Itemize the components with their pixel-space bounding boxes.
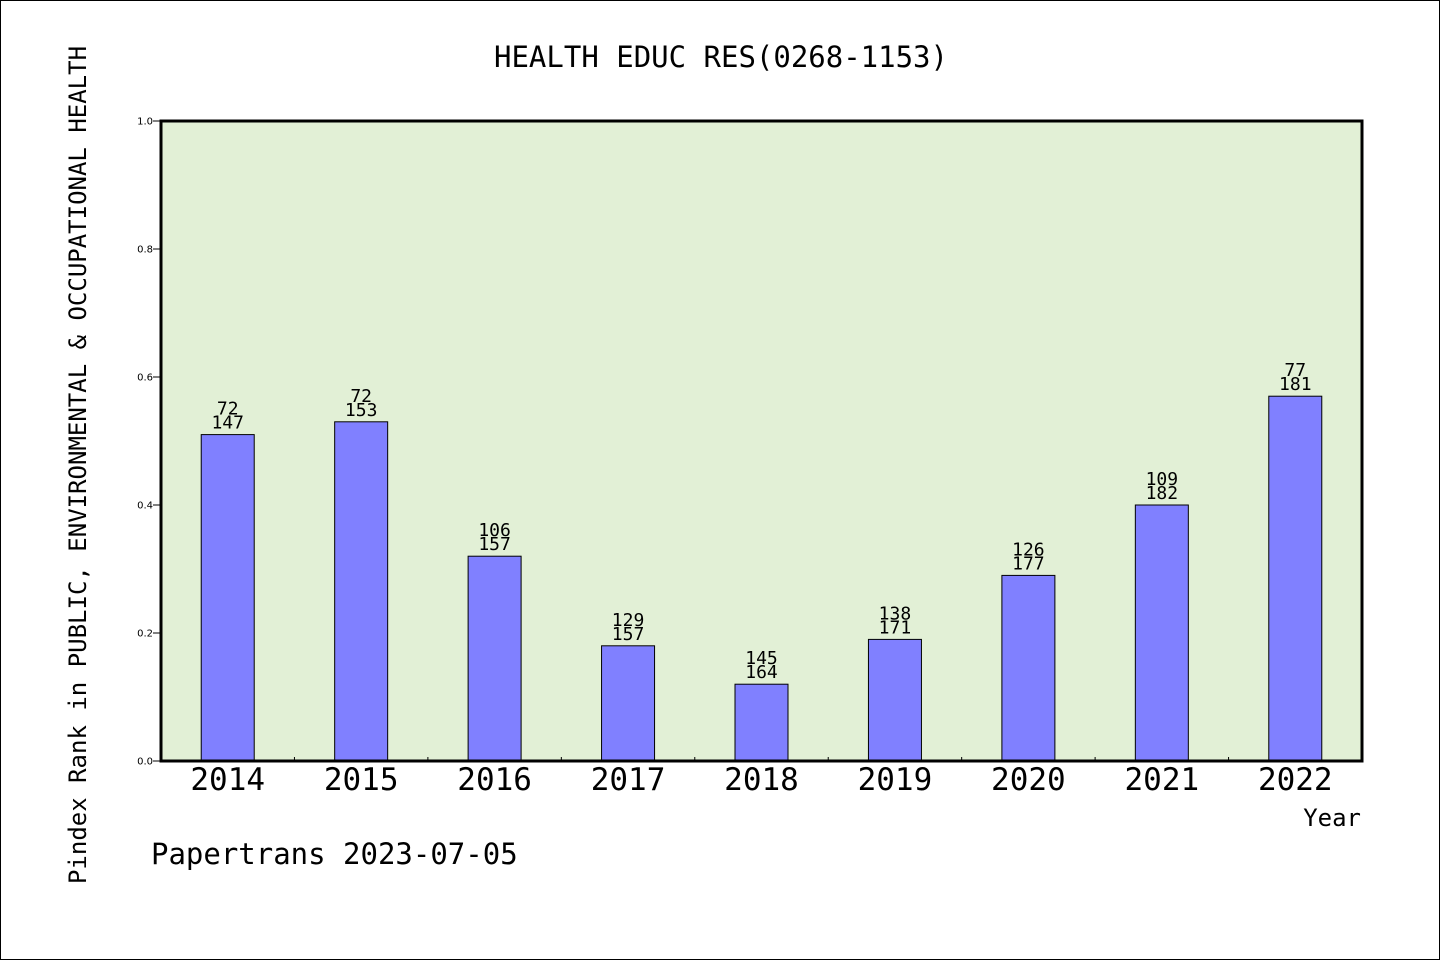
- bar-total-label: 157: [612, 624, 645, 645]
- bars: 7214772153106157129157145164138171126177…: [200, 360, 1323, 762]
- bar-total-label: 181: [1279, 374, 1312, 395]
- y-axis-label: Pindex Rank in PUBLIC, ENVIRONMENTAL & O…: [64, 46, 92, 884]
- bar-rank-label: 145: [745, 648, 778, 669]
- bar-rank-label: 129: [612, 610, 645, 631]
- bar-total-label: 182: [1146, 483, 1179, 504]
- bar-2018: [734, 683, 789, 762]
- x-tick-label: 2014: [190, 762, 265, 798]
- bar-rank-label: 72: [350, 386, 372, 407]
- x-tick-label: 2022: [1258, 762, 1333, 798]
- bar-2021: [1134, 504, 1189, 762]
- bar-2017: [601, 645, 656, 762]
- bar-rank-label: 138: [879, 603, 912, 624]
- x-tick-label: 2016: [457, 762, 532, 798]
- y-tick-label: 1.0: [137, 117, 153, 128]
- plot-border: [159, 119, 1364, 763]
- bar-2022: [1268, 395, 1323, 762]
- bar-total-label: 171: [879, 617, 912, 638]
- y-tick-label: 0.4: [137, 501, 153, 512]
- bar-rank-label: 106: [478, 520, 511, 541]
- y-axis-ticks: 0.0 0.2 0.4 0.6 0.8 1.0: [137, 117, 161, 768]
- x-tick-label: 2021: [1125, 762, 1200, 798]
- x-tick-label: 2019: [858, 762, 933, 798]
- x-tick-label: 2020: [991, 762, 1066, 798]
- bar-2015: [334, 421, 389, 762]
- bar-total-label: 153: [345, 400, 378, 421]
- bar-2016: [467, 555, 522, 762]
- x-axis-label: Year: [1303, 804, 1361, 832]
- bar-total-label: 157: [478, 534, 511, 555]
- x-tick-label: 2015: [324, 762, 399, 798]
- y-tick-label: 0.2: [137, 629, 153, 640]
- y-tick-label: 0.8: [137, 245, 153, 256]
- chart-title: HEALTH EDUC RES(0268-1153): [494, 40, 948, 74]
- bar-2019: [867, 638, 922, 762]
- x-axis-ticks: 2014 2015 2016 2017 2018 2019 2020 2021 2022: [190, 757, 1333, 798]
- bar-total-label: 164: [745, 662, 778, 683]
- bar-rank-label: 109: [1146, 469, 1179, 490]
- bar-rank-label: 126: [1012, 539, 1045, 560]
- bar-rank-label: 77: [1284, 360, 1306, 381]
- x-tick-label: 2018: [724, 762, 799, 798]
- x-tick-label: 2017: [591, 762, 666, 798]
- y-tick-label: 0.6: [137, 373, 153, 384]
- bar-total-label: 177: [1012, 553, 1045, 574]
- bar-rank-label: 72: [217, 399, 239, 420]
- footer-credit: Papertrans 2023-07-05: [151, 837, 518, 871]
- bar-total-label: 147: [211, 413, 244, 434]
- y-tick-label: 0.0: [137, 757, 153, 768]
- bar-2020: [1001, 574, 1056, 762]
- bar-2014: [200, 434, 255, 762]
